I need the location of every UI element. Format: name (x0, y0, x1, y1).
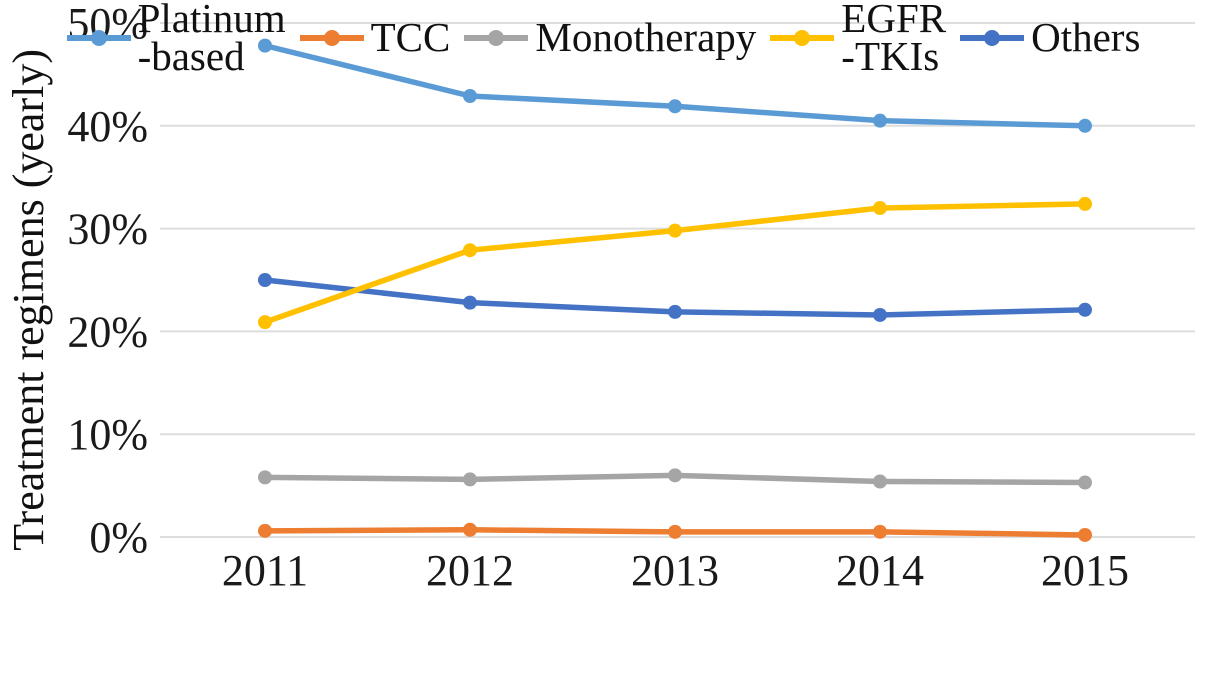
series-line-EGFR-TKIs (262, 201, 1088, 325)
x-tick-label: 2011 (222, 546, 308, 595)
data-point-marker-Monotherapy (258, 470, 272, 485)
legend-swatch-icon (66, 29, 131, 46)
data-point-marker-Monotherapy (873, 474, 887, 489)
legend-label: Monotherapy (535, 13, 757, 60)
x-tick-label: 2012 (426, 546, 514, 595)
data-point-marker-TCC (1078, 527, 1092, 542)
legend-label: Platinum -based (137, 0, 286, 79)
legend-label: EGFR -TKIs (841, 0, 947, 79)
data-point-marker-Others (463, 295, 477, 310)
y-tick-label: 10% (67, 410, 148, 459)
y-tick-label: 30% (67, 205, 148, 254)
data-point-marker-Platinum-based (668, 99, 682, 114)
data-point-marker-EGFR-TKIs (258, 315, 272, 330)
legend-item-TCC: TCC (298, 13, 451, 60)
data-point-marker-EGFR-TKIs (668, 223, 682, 238)
data-point-marker-EGFR-TKIs (463, 243, 477, 258)
data-point-marker-Platinum-based (873, 113, 887, 128)
legend-item-Monotherapy: Monotherapy (462, 13, 757, 60)
legend-item-Platinum-based: Platinum -based (65, 0, 286, 79)
legend-item-Others: Others (958, 13, 1141, 60)
x-tick-label: 2015 (1041, 546, 1129, 595)
legend-item-EGFR-TKIs: EGFR -TKIs (768, 0, 947, 79)
data-point-marker-Others (1078, 302, 1092, 317)
data-point-marker-TCC (668, 524, 682, 539)
legend-swatch-icon (960, 29, 1025, 46)
y-tick-label: 40% (67, 102, 148, 151)
data-point-marker-Monotherapy (668, 468, 682, 483)
data-point-marker-Platinum-based (463, 88, 477, 103)
data-point-marker-TCC (463, 522, 477, 537)
x-tick-label: 2014 (836, 546, 924, 595)
data-point-marker-Others (873, 307, 887, 322)
legend-swatch-icon (299, 29, 364, 46)
data-point-marker-TCC (258, 523, 272, 538)
y-tick-label: 0% (89, 513, 148, 562)
y-axis-title: Treatment regimens (yearly) (4, 49, 53, 551)
data-point-marker-EGFR-TKIs (1078, 196, 1092, 211)
data-point-marker-Platinum-based (1078, 118, 1092, 133)
x-tick-label: 2013 (631, 546, 719, 595)
legend-swatch-icon (464, 29, 529, 46)
y-tick-label: 20% (67, 307, 148, 356)
data-point-marker-Others (668, 304, 682, 319)
data-point-marker-Others (258, 273, 272, 287)
legend-label: TCC (370, 13, 451, 60)
y-axis-title-wrap: Treatment regimens (yearly) (0, 0, 58, 600)
data-point-marker-Platinum-based (258, 38, 272, 53)
legend: Platinum -based TCC Monotherapy EGFR -TKIs Oth… (0, 0, 1205, 79)
data-point-marker-Monotherapy (1078, 475, 1092, 490)
legend-swatch-icon (770, 29, 835, 46)
data-point-marker-EGFR-TKIs (873, 201, 887, 216)
legend-label: Others (1031, 13, 1141, 60)
data-point-marker-TCC (873, 524, 887, 539)
data-point-marker-Monotherapy (463, 472, 477, 487)
line-chart: 0%10%20%30%40%50%2011 2012 2013 2014 2015 (67, 0, 1195, 595)
